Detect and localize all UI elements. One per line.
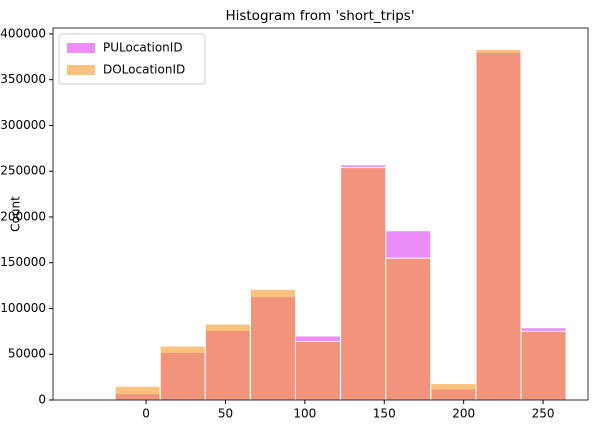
legend-label: DOLocationID [103, 63, 185, 77]
y-tick-label: 150000 [0, 255, 46, 269]
y-tick-label: 200000 [0, 209, 46, 223]
x-tick-label: 250 [532, 407, 555, 421]
bar [520, 330, 567, 401]
bar [294, 340, 342, 401]
x-tick-label: 50 [218, 407, 233, 421]
bar [430, 383, 477, 401]
legend-swatch [67, 65, 95, 75]
y-axis-label: Count [9, 196, 23, 232]
bar [475, 49, 522, 401]
y-tick-label: 400000 [0, 26, 46, 40]
y-tick-label: 100000 [0, 301, 46, 315]
legend-swatch [67, 43, 95, 53]
x-tick-label: 200 [452, 407, 475, 421]
y-tick-label: 350000 [0, 72, 46, 86]
bar [385, 257, 432, 401]
bar [340, 167, 387, 401]
chart-title: Histogram from 'short_trips' [225, 8, 414, 24]
plot-frame [52, 27, 589, 401]
y-tick-label: 300000 [0, 118, 46, 132]
y-tick-label: 0 [38, 393, 46, 407]
bar [114, 385, 161, 401]
bar [204, 323, 251, 401]
legend-label: PULocationID [103, 41, 183, 55]
x-tick-label: 100 [293, 407, 316, 421]
x-tick-label: 150 [373, 407, 396, 421]
legend-frame [58, 33, 206, 85]
bar [249, 288, 296, 401]
y-tick-label: 50000 [8, 347, 46, 361]
x-tick-label: 0 [142, 407, 150, 421]
y-tick-label: 250000 [0, 164, 46, 178]
bar [159, 345, 206, 401]
